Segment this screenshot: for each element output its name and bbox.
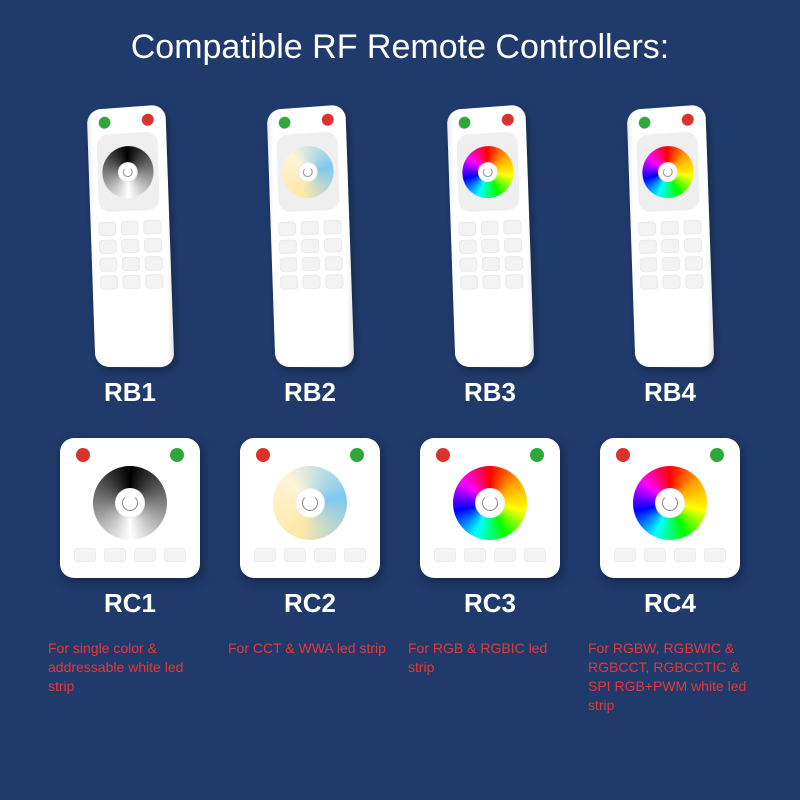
remote-label: RB4 <box>644 377 696 408</box>
color-wheel-mono <box>93 466 167 540</box>
panel-label: RC1 <box>104 588 156 619</box>
color-wheel-cct <box>273 466 347 540</box>
power-off-icon <box>616 448 630 462</box>
power-on-icon <box>279 116 291 129</box>
column-description: For CCT & WWA led strip <box>220 639 400 658</box>
panel-cell-2: RC2 <box>220 438 400 619</box>
panel-label: RC3 <box>464 588 516 619</box>
remote-rb4 <box>627 104 715 367</box>
color-wheel-rgb <box>462 145 515 200</box>
panel-cell-3: RC3 <box>400 438 580 619</box>
color-wheel-rgb <box>633 466 707 540</box>
power-off-icon <box>436 448 450 462</box>
color-wheel-cct <box>282 145 335 200</box>
panel-label: RC4 <box>644 588 696 619</box>
power-on-icon <box>99 116 111 129</box>
remote-cell-3: RB3 <box>400 107 580 408</box>
column-description: For single color & addressable white led… <box>40 639 220 696</box>
remote-cell-1: RB1 <box>40 107 220 408</box>
remote-label: RB1 <box>104 377 156 408</box>
remote-rb3 <box>447 104 535 367</box>
power-off-icon <box>142 113 154 126</box>
power-off-icon <box>256 448 270 462</box>
power-off-icon <box>322 113 334 126</box>
color-wheel-rgb <box>642 145 695 200</box>
page-title: Compatible RF Remote Controllers: <box>0 0 800 67</box>
remote-label: RB2 <box>284 377 336 408</box>
power-on-icon <box>639 116 651 129</box>
remote-rb2 <box>267 104 355 367</box>
remotes-row: RB1 RB2 RB3 <box>0 107 800 408</box>
remote-rb1 <box>87 104 175 367</box>
panel-rc2 <box>240 438 380 578</box>
panel-rc3 <box>420 438 560 578</box>
panel-rc1 <box>60 438 200 578</box>
column-description: For RGBW, RGBWIC & RGBCCT, RGBCCTIC & SP… <box>580 639 760 715</box>
panels-row: RC1 RC2 RC3 <box>0 438 800 619</box>
power-on-icon <box>459 116 471 129</box>
column-description: For RGB & RGBIC led strip <box>400 639 580 677</box>
power-on-icon <box>710 448 724 462</box>
panel-cell-4: RC4 <box>580 438 760 619</box>
color-wheel-rgb <box>453 466 527 540</box>
panel-cell-1: RC1 <box>40 438 220 619</box>
power-on-icon <box>350 448 364 462</box>
panel-rc4 <box>600 438 740 578</box>
color-wheel-mono <box>102 145 155 200</box>
remote-label: RB3 <box>464 377 516 408</box>
power-off-icon <box>502 113 514 126</box>
remote-cell-4: RB4 <box>580 107 760 408</box>
panel-label: RC2 <box>284 588 336 619</box>
power-off-icon <box>682 113 694 126</box>
descriptions-row: For single color & addressable white led… <box>0 639 800 715</box>
remote-cell-2: RB2 <box>220 107 400 408</box>
power-on-icon <box>170 448 184 462</box>
power-off-icon <box>76 448 90 462</box>
power-on-icon <box>530 448 544 462</box>
